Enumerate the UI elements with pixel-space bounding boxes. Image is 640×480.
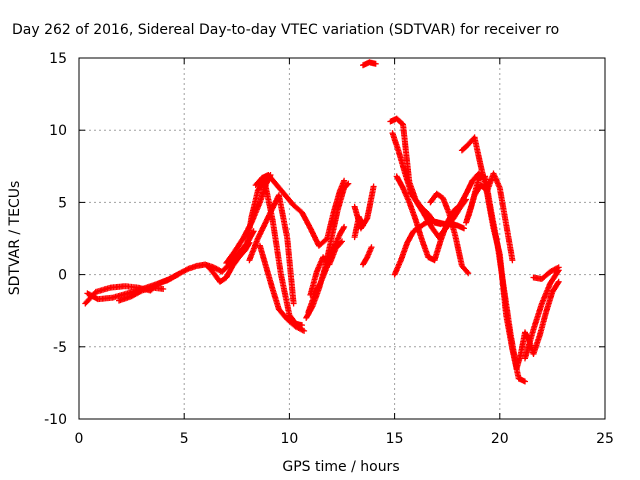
x-tick-label: 10 [280, 431, 298, 447]
data-track [246, 192, 297, 307]
data-track [530, 264, 562, 282]
y-tick-label: -10 [44, 412, 67, 428]
x-axis-ticks: 0 5 10 15 20 25 [75, 58, 614, 447]
plus-marker-trace [360, 244, 375, 268]
data-track [256, 242, 308, 334]
plus-marker-trace [252, 172, 348, 249]
data-track [389, 130, 444, 243]
plus-marker-trace [116, 284, 167, 304]
y-tick-label: 5 [58, 195, 67, 211]
x-tick-label: 20 [491, 431, 509, 447]
x-tick-label: 15 [386, 431, 404, 447]
plus-marker-trace [530, 264, 562, 282]
plus-marker-trace [437, 196, 470, 238]
y-tick-label: -5 [53, 340, 67, 356]
y-tick-label: 10 [49, 123, 67, 139]
plus-marker-trace [522, 267, 562, 362]
data-track [360, 59, 379, 69]
data-track [307, 238, 345, 298]
data-track [116, 284, 167, 304]
plus-marker-trace [256, 242, 308, 334]
x-tick-label: 0 [75, 431, 84, 447]
data-points [82, 59, 562, 385]
plus-marker-trace [307, 238, 345, 298]
data-track [360, 244, 375, 268]
x-tick-label: 25 [596, 431, 614, 447]
data-track [303, 180, 352, 321]
data-track [351, 213, 366, 241]
data-track [437, 196, 470, 238]
plus-marker-trace [204, 239, 253, 285]
data-track [387, 115, 444, 228]
plus-marker-trace [246, 192, 297, 307]
plus-marker-trace [351, 213, 366, 241]
data-track [204, 239, 253, 285]
data-track [463, 173, 520, 372]
x-axis-label: GPS time / hours [282, 459, 399, 475]
y-axis-label: SDTVAR / TECUs [7, 181, 23, 296]
chart-title: Day 262 of 2016, Sidereal Day-to-day VTE… [12, 22, 559, 38]
plot-frame [78, 57, 606, 420]
plus-marker-trace [389, 130, 444, 243]
x-tick-label: 5 [180, 431, 189, 447]
data-track [252, 172, 348, 249]
plus-marker-trace [360, 59, 379, 69]
plus-marker-trace [463, 173, 520, 372]
plus-marker-trace [303, 180, 352, 321]
y-tick-label: 0 [58, 268, 67, 284]
data-track [522, 267, 562, 362]
y-axis-ticks: -10 -5 0 5 10 15 [44, 51, 605, 428]
plus-marker-trace [387, 115, 444, 228]
y-tick-label: 15 [49, 51, 67, 67]
